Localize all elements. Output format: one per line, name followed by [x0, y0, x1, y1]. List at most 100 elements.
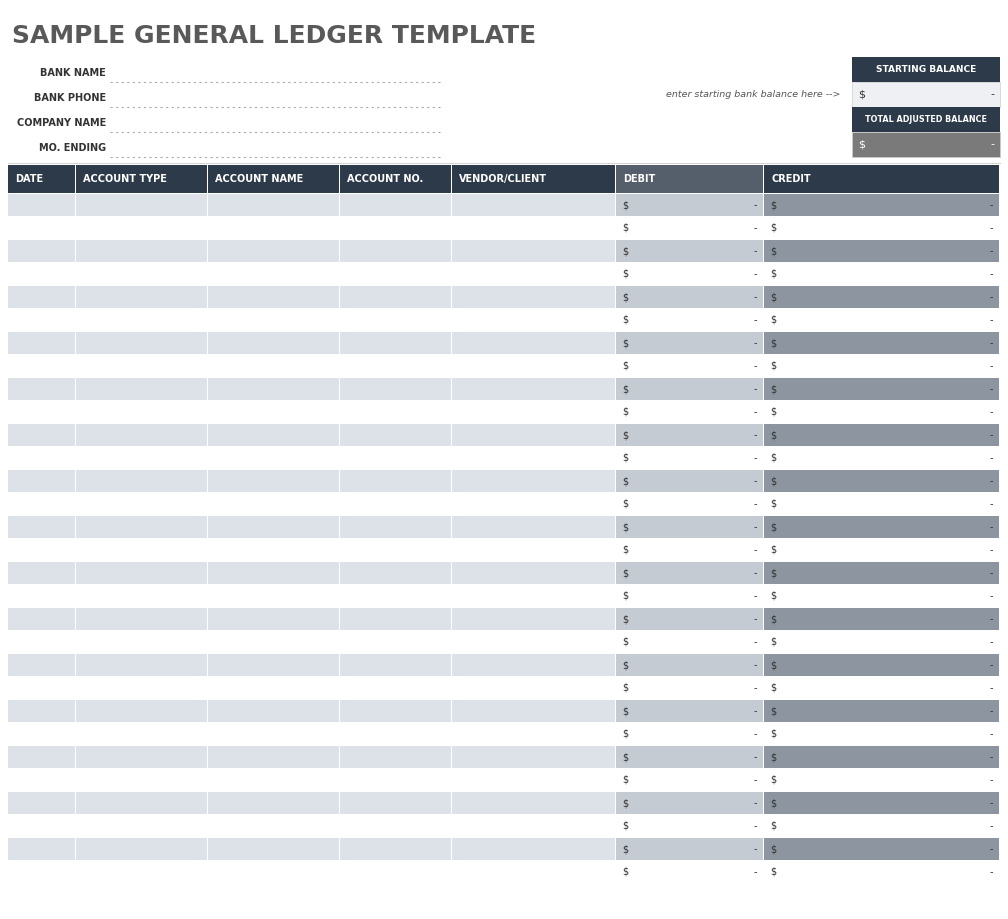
Text: -: - — [990, 706, 993, 716]
Text: $: $ — [622, 292, 628, 302]
Text: $: $ — [770, 522, 776, 532]
Bar — [208, 700, 339, 722]
Text: -: - — [990, 614, 993, 624]
Text: -: - — [990, 338, 993, 348]
Text: -: - — [990, 798, 993, 808]
Text: -: - — [990, 384, 993, 394]
Text: $: $ — [770, 729, 776, 739]
Bar — [208, 470, 339, 492]
Text: -: - — [990, 568, 993, 578]
Text: VENDOR/CLIENT: VENDOR/CLIENT — [459, 174, 547, 184]
Text: CREDIT: CREDIT — [771, 174, 810, 184]
Bar — [76, 286, 207, 308]
Bar — [8, 194, 75, 216]
Bar — [764, 700, 999, 722]
Bar — [452, 723, 615, 745]
Text: -: - — [754, 867, 757, 877]
Bar — [208, 309, 339, 331]
Bar — [76, 769, 207, 791]
Text: $: $ — [770, 683, 776, 693]
Bar — [764, 631, 999, 653]
Bar — [340, 493, 451, 515]
Text: $: $ — [622, 384, 628, 394]
Bar — [764, 194, 999, 216]
Text: $: $ — [770, 844, 776, 854]
Text: -: - — [754, 292, 757, 302]
Bar — [616, 792, 763, 814]
Text: $: $ — [622, 867, 628, 877]
Bar — [76, 165, 207, 193]
Text: $: $ — [622, 361, 628, 371]
Bar — [764, 401, 999, 423]
Bar — [852, 107, 1000, 132]
Bar — [208, 815, 339, 837]
Bar — [764, 309, 999, 331]
Bar — [616, 165, 763, 193]
Text: $: $ — [622, 775, 628, 785]
Bar — [452, 677, 615, 699]
Bar — [340, 309, 451, 331]
Bar — [340, 838, 451, 860]
Bar — [764, 165, 999, 193]
Bar — [452, 608, 615, 630]
Bar — [340, 217, 451, 239]
Bar — [8, 861, 75, 883]
Text: -: - — [754, 752, 757, 762]
Bar — [452, 516, 615, 538]
Text: $: $ — [770, 821, 776, 831]
Bar — [340, 677, 451, 699]
Text: $: $ — [770, 775, 776, 785]
Bar — [852, 82, 1000, 107]
Bar — [616, 263, 763, 285]
Bar — [76, 447, 207, 469]
Bar — [616, 746, 763, 768]
Bar — [340, 861, 451, 883]
Text: $: $ — [770, 223, 776, 233]
Text: $: $ — [770, 545, 776, 555]
Bar — [340, 815, 451, 837]
Text: -: - — [754, 522, 757, 532]
Bar — [340, 631, 451, 653]
Bar — [616, 332, 763, 354]
Text: -: - — [990, 867, 993, 877]
Text: $: $ — [622, 683, 628, 693]
Bar — [76, 470, 207, 492]
Text: -: - — [990, 545, 993, 555]
Text: -: - — [990, 361, 993, 371]
Bar — [452, 631, 615, 653]
Bar — [208, 539, 339, 561]
Bar — [764, 217, 999, 239]
Text: $: $ — [622, 269, 628, 279]
Text: -: - — [990, 499, 993, 509]
Bar — [8, 516, 75, 538]
Text: -: - — [754, 614, 757, 624]
Bar — [340, 401, 451, 423]
Text: $: $ — [622, 545, 628, 555]
Text: $: $ — [858, 140, 865, 150]
Text: $: $ — [770, 614, 776, 624]
Bar — [616, 585, 763, 607]
Bar — [452, 263, 615, 285]
Bar — [764, 378, 999, 400]
Bar — [208, 631, 339, 653]
Bar — [616, 240, 763, 262]
Text: $: $ — [622, 568, 628, 578]
Text: $: $ — [770, 361, 776, 371]
Text: -: - — [754, 315, 757, 325]
Text: STARTING BALANCE: STARTING BALANCE — [876, 65, 976, 74]
Text: -: - — [754, 430, 757, 440]
Bar — [76, 585, 207, 607]
Bar — [76, 401, 207, 423]
Bar — [208, 723, 339, 745]
Text: -: - — [754, 269, 757, 279]
Text: -: - — [990, 752, 993, 762]
Text: $: $ — [770, 591, 776, 601]
Bar — [208, 838, 339, 860]
Bar — [76, 792, 207, 814]
Bar — [76, 700, 207, 722]
Text: -: - — [754, 545, 757, 555]
Bar — [452, 240, 615, 262]
Text: -: - — [990, 89, 994, 99]
Text: $: $ — [622, 614, 628, 624]
Text: TOTAL ADJUSTED BALANCE: TOTAL ADJUSTED BALANCE — [865, 115, 987, 124]
